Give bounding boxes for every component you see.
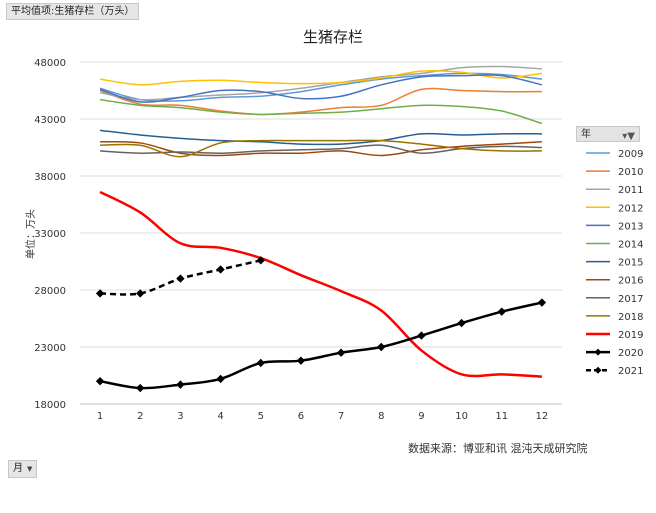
chart-title: 生猪存栏 <box>303 28 363 46</box>
x-tick-label: 9 <box>418 411 424 422</box>
chevron-down-icon: ▼ <box>27 465 33 473</box>
x-tick-label: 12 <box>536 411 549 422</box>
x-tick-label: 7 <box>338 411 344 422</box>
legend-label-2018: 2018 <box>618 312 643 323</box>
legend-label-2014: 2014 <box>618 240 643 251</box>
y-tick-label: 48000 <box>34 58 66 69</box>
data-point-2020 <box>537 298 547 307</box>
x-tick-label: 8 <box>378 411 384 422</box>
data-point-2020 <box>256 358 265 368</box>
data-point-2021 <box>95 289 105 298</box>
x-tick-label: 6 <box>298 411 304 422</box>
y-tick-label: 18000 <box>34 400 66 411</box>
x-tick-label: 11 <box>495 411 508 422</box>
x-tick-label: 3 <box>177 411 183 422</box>
legend-label-2015: 2015 <box>618 258 643 269</box>
data-point-2020 <box>216 374 225 384</box>
filter-icon: ▾▼ <box>622 131 635 142</box>
y-tick-label: 43000 <box>34 115 66 126</box>
data-point-2020 <box>95 377 105 386</box>
y-tick-label: 28000 <box>34 286 66 297</box>
series-line-2010 <box>99 87 542 116</box>
gridlines <box>80 61 562 348</box>
legend-label-2016: 2016 <box>618 276 643 287</box>
series-line-2015 <box>99 129 542 146</box>
x-tick-label: 1 <box>97 411 103 422</box>
legend-label-2013: 2013 <box>618 221 643 232</box>
y-tick-label: 23000 <box>34 343 66 354</box>
legend-marker-2020 <box>594 348 602 356</box>
legend-label-2019: 2019 <box>618 330 643 341</box>
data-point-2021 <box>216 265 225 274</box>
series-line-2018 <box>100 139 542 158</box>
series-line-2019 <box>99 190 542 378</box>
legend-label-2010: 2010 <box>618 167 643 178</box>
series-lines <box>95 65 547 393</box>
legend-field-label: 年 <box>581 129 591 140</box>
data-point-2021 <box>256 256 265 265</box>
legend-label-2011: 2011 <box>618 185 643 196</box>
month-field-button[interactable]: 月 ▼ <box>8 460 38 478</box>
legend: 2009 2010 2011 2012 2013 2014 2015 2016 2017 2018… <box>586 149 643 377</box>
data-point-2020 <box>417 331 426 340</box>
data-point-2021 <box>176 274 185 283</box>
y-tick-label: 33000 <box>34 229 66 240</box>
legend-label-2020: 2020 <box>618 348 643 359</box>
series-line-2013 <box>99 74 543 103</box>
legend-label-2017: 2017 <box>618 294 643 305</box>
month-field-label: 月 <box>13 463 23 474</box>
data-point-2020 <box>497 307 506 316</box>
y-tick-label: 38000 <box>34 172 66 183</box>
x-tick-label: 5 <box>258 411 264 422</box>
data-point-2020 <box>377 342 386 352</box>
source-note: 数据来源：博亚和讯 混沌天成研究院 <box>408 442 588 455</box>
series-line-2012 <box>99 69 543 86</box>
data-point-2020 <box>176 380 185 389</box>
data-point-2020 <box>336 348 346 357</box>
legend-year-filter-button[interactable]: 年 ▾▼ <box>576 126 640 142</box>
data-point-2021 <box>136 289 145 298</box>
series-line-2009 <box>99 72 543 102</box>
legend-marker-2021 <box>594 366 602 374</box>
pivot-value-field-button[interactable]: 平均值项:生猪存栏（万头） <box>6 3 140 20</box>
legend-label-2012: 2012 <box>618 203 643 214</box>
legend-label-2009: 2009 <box>618 149 643 160</box>
data-point-2020 <box>296 356 306 365</box>
legend-label-2021: 2021 <box>618 366 643 377</box>
x-tick-label: 4 <box>217 411 223 422</box>
data-point-2020 <box>136 383 145 393</box>
x-tick-label: 2 <box>137 411 143 422</box>
series-line-2014 <box>99 98 543 125</box>
x-tick-label: 10 <box>455 411 468 422</box>
y-axis-label: 单位：万头 <box>24 209 37 259</box>
data-point-2020 <box>457 318 466 328</box>
